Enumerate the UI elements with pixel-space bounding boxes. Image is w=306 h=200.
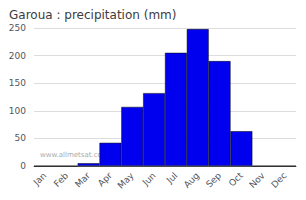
svg-text:May: May [116, 170, 137, 191]
svg-text:Jul: Jul [164, 170, 179, 185]
svg-text:Dec: Dec [269, 170, 288, 189]
svg-text:100: 100 [9, 106, 26, 116]
svg-text:Feb: Feb [52, 170, 71, 189]
svg-text:250: 250 [9, 23, 26, 33]
svg-text:Apr: Apr [96, 170, 114, 188]
svg-text:Mar: Mar [73, 170, 92, 189]
svg-text:Garoua : precipitation (mm): Garoua : precipitation (mm) [9, 8, 176, 22]
svg-text:50: 50 [15, 133, 27, 143]
svg-text:150: 150 [9, 78, 26, 88]
svg-text:Jan: Jan [31, 170, 49, 188]
svg-text:www.allmetsat.com: www.allmetsat.com [40, 151, 109, 159]
svg-text:Aug: Aug [182, 170, 201, 189]
svg-text:200: 200 [9, 51, 26, 61]
svg-text:0: 0 [20, 161, 26, 171]
svg-text:Oct: Oct [227, 170, 245, 188]
svg-text:Jun: Jun [140, 170, 158, 188]
svg-text:Sep: Sep [204, 170, 223, 189]
svg-text:Nov: Nov [247, 170, 267, 190]
